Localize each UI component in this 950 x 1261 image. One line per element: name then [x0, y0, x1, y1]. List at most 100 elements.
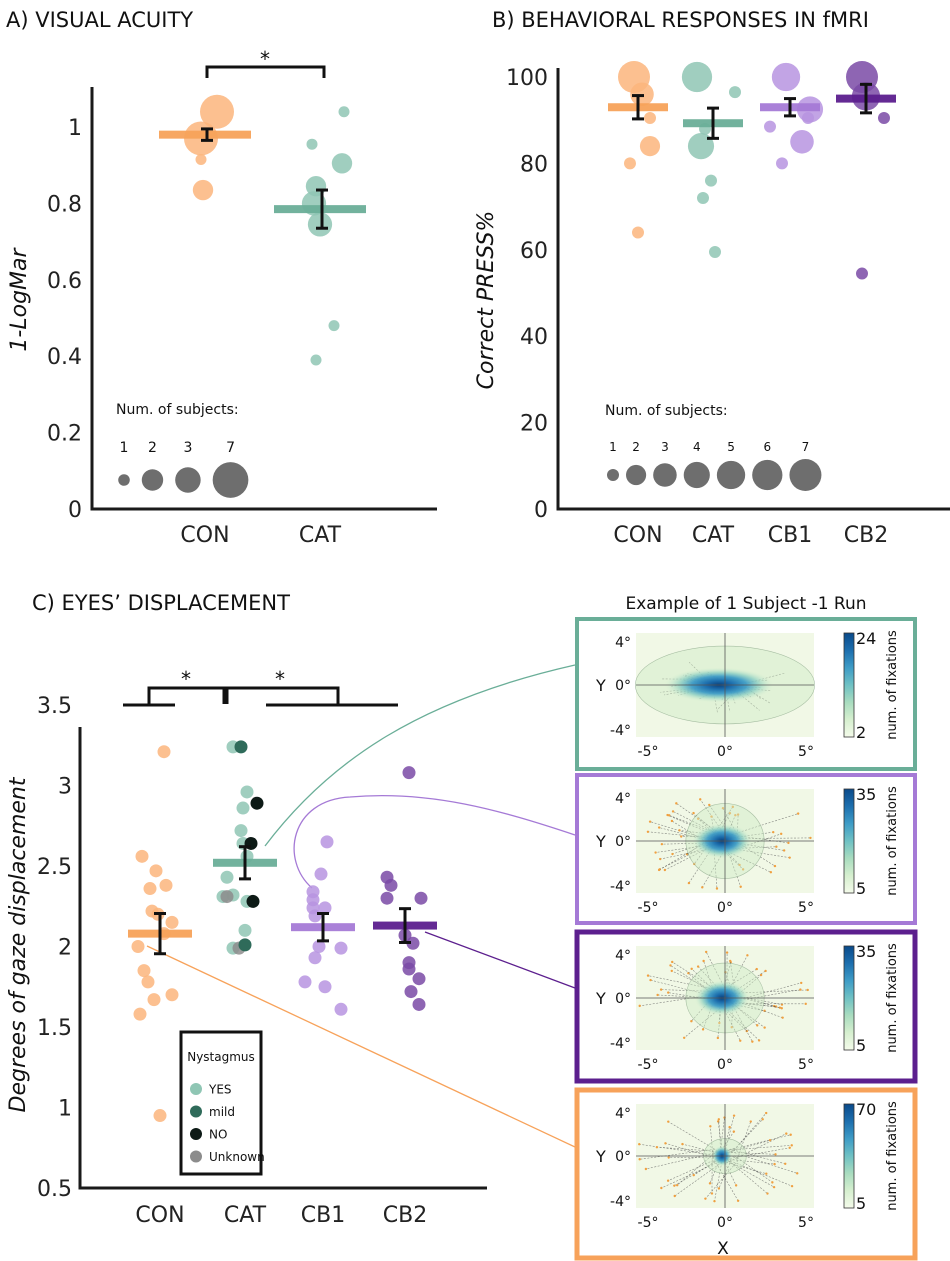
- y-tick-label: 60: [520, 239, 548, 264]
- group-cb1: [760, 62, 824, 170]
- heatmaps-title: Example of 1 Subject -1 Run: [625, 594, 866, 614]
- heatmap-y-tick: 0°: [615, 678, 631, 694]
- heatmap-x-label: X: [717, 1239, 729, 1259]
- saccade-line: [720, 1153, 737, 1186]
- y-tick-label: 3: [58, 775, 72, 800]
- heatmap-x-tick: -5°: [638, 744, 659, 760]
- saccade-line: [697, 966, 724, 994]
- saccade-line: [731, 672, 785, 688]
- saccade-endpoint: [772, 830, 775, 834]
- saccade-endpoint: [778, 1006, 782, 1009]
- saccade-endpoint: [800, 981, 803, 985]
- data-point: [764, 120, 776, 133]
- panel-b-title: B) BEHAVIORAL RESPONSES IN fMRI: [492, 8, 869, 32]
- saccade-endpoint: [673, 1194, 676, 1198]
- saccade-endpoint: [751, 1040, 754, 1043]
- colorbar-label: num. of fixations: [885, 943, 900, 1053]
- data-point: [131, 940, 145, 953]
- data-point: [318, 901, 332, 915]
- saccade-endpoint: [796, 1172, 799, 1175]
- saccade-line: [709, 1148, 725, 1184]
- data-point: [236, 801, 250, 815]
- saccade-endpoint: [638, 1143, 641, 1146]
- colorbar-max: 24: [856, 629, 876, 648]
- x-tick-label-con: CON: [180, 523, 229, 548]
- panel-c-connector-lines: [146, 664, 576, 1148]
- heatmap-y-tick: 4°: [615, 791, 631, 807]
- data-point: [334, 1002, 348, 1016]
- data-point: [314, 867, 328, 881]
- saccade-line: [723, 992, 782, 1009]
- data-point: [135, 849, 149, 863]
- heatmap-x-tick: 5°: [798, 744, 814, 760]
- data-point: [338, 106, 350, 118]
- saccade-endpoint: [671, 960, 674, 964]
- data-point: [331, 153, 353, 174]
- panel-c-eyes-displacement: C) EYES’ DISPLACEMENT Degrees of gaze di…: [6, 591, 576, 1228]
- saccade-endpoint: [667, 991, 670, 994]
- size-legend-label: 4: [693, 440, 701, 454]
- heatmap-x-tick: 0°: [717, 1057, 733, 1073]
- data-point: [133, 1007, 147, 1021]
- data-point: [165, 915, 179, 929]
- size-legend-circle: [683, 461, 710, 489]
- y-tick-label: 0.6: [47, 269, 82, 294]
- size-legend-label: 2: [148, 440, 157, 456]
- saccade-endpoint: [664, 1142, 667, 1145]
- saccade-endpoint: [673, 1184, 676, 1187]
- data-point: [312, 940, 326, 953]
- heatmap-y-tick: 4°: [615, 948, 631, 964]
- data-point: [143, 882, 157, 896]
- saccade-endpoint: [788, 856, 791, 859]
- heatmap-y-tick: -4°: [610, 723, 631, 739]
- saccade-endpoint: [775, 845, 778, 848]
- saccade-endpoint: [644, 1167, 648, 1171]
- y-tick-label: 1: [58, 1097, 72, 1122]
- saccade-line: [667, 1158, 717, 1181]
- data-point: [412, 997, 426, 1011]
- saccade-line: [734, 970, 766, 992]
- saccade-endpoint: [804, 1002, 807, 1006]
- saccade-endpoint: [764, 1111, 768, 1115]
- data-point: [307, 212, 333, 237]
- saccade-endpoint: [690, 967, 693, 971]
- saccade-endpoint: [649, 978, 652, 982]
- data-point: [246, 894, 260, 908]
- saccade-endpoint: [681, 1142, 684, 1146]
- saccade-endpoint: [790, 1144, 793, 1147]
- saccade-endpoint: [716, 1036, 720, 1040]
- saccade-endpoint: [763, 1026, 766, 1029]
- size-legend-circle: [789, 459, 822, 491]
- saccade-endpoint: [773, 1162, 776, 1166]
- saccade-endpoint: [687, 971, 690, 975]
- saccade-endpoint: [799, 988, 802, 991]
- saccade-endpoint: [787, 841, 790, 845]
- x-tick-label-cb2: CB2: [844, 523, 888, 548]
- data-point: [404, 985, 418, 999]
- connector-cat: [264, 664, 576, 847]
- colorbar-max: 35: [856, 942, 876, 961]
- data-point: [380, 891, 394, 905]
- data-point: [802, 112, 814, 125]
- saccade-line: [639, 1148, 716, 1160]
- mean-bar: [159, 130, 251, 139]
- connector-cb2: [424, 931, 576, 989]
- colorbar-label: num. of fixations: [885, 786, 900, 896]
- saccade-endpoint: [710, 1192, 714, 1195]
- saccade-endpoint: [666, 1179, 670, 1182]
- group-con: [159, 94, 251, 201]
- saccade-line: [715, 1157, 775, 1165]
- y-tick-label: 80: [520, 152, 548, 177]
- heatmap-y-tick: 0°: [615, 834, 631, 850]
- panel-b-axes: 0 20 40 60 80 100 CON CAT CB1 CB2: [506, 66, 950, 548]
- saccade-endpoint: [646, 830, 650, 833]
- saccade-endpoint: [701, 886, 704, 889]
- y-tick-label: 3.5: [37, 694, 72, 719]
- saccade-endpoint: [774, 1153, 777, 1156]
- saccade-endpoint: [769, 870, 773, 874]
- data-point: [141, 975, 155, 989]
- legend-swatch-yes: [190, 1083, 202, 1095]
- saccade-line: [705, 1160, 739, 1199]
- group-cat: [213, 740, 277, 955]
- saccade-endpoint: [739, 885, 742, 888]
